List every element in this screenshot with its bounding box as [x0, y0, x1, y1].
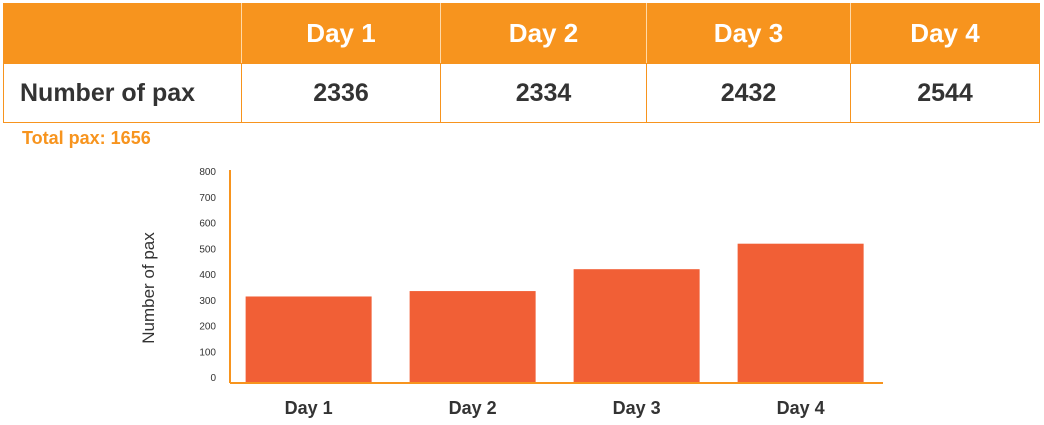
y-tick-label-100: 100	[199, 347, 216, 358]
pax-table: Day 1 Day 2 Day 3 Day 4 Number of pax 23…	[3, 3, 1040, 123]
y-tick-label-600: 600	[199, 219, 216, 230]
table-cell-day-1: 2336	[241, 63, 441, 123]
table-cell-day-3: 2432	[646, 63, 851, 123]
x-axis-labels: Day 1 Day 2 Day 3 Day 4	[285, 398, 825, 418]
table-row-label: Number of pax	[3, 63, 242, 123]
bars	[245, 243, 864, 383]
table-header-row: Day 1 Day 2 Day 3 Day 4	[3, 3, 1040, 64]
y-tick-label-300: 300	[199, 296, 216, 307]
y-tick-label-800: 800	[199, 167, 216, 178]
bar-day-2	[409, 291, 536, 383]
y-tick-label-400: 400	[199, 270, 216, 281]
y-tick-label-200: 200	[199, 322, 216, 333]
table-header-blank	[3, 3, 242, 64]
x-tick-label-day-3: Day 3	[613, 398, 661, 418]
bar-day-4	[737, 243, 864, 383]
y-axis-ticks: 0 100 200 300 400 500 600 700 800	[199, 167, 216, 384]
x-tick-label-day-4: Day 4	[777, 398, 825, 418]
table-cell-day-2: 2334	[440, 63, 647, 123]
total-pax-label: Total pax: 1656	[22, 128, 151, 148]
table-header-day-4: Day 4	[850, 3, 1040, 64]
y-tick-label-0: 0	[210, 373, 216, 384]
table-header-day-2: Day 2	[440, 3, 647, 64]
x-tick-label-day-1: Day 1	[285, 398, 333, 418]
bar-day-3	[573, 269, 700, 383]
y-tick-label-700: 700	[199, 193, 216, 204]
table-cell-day-4: 2544	[850, 63, 1040, 123]
x-tick-label-day-2: Day 2	[449, 398, 497, 418]
table-row: Number of pax 2336 2334 2432 2544	[3, 63, 1040, 123]
table-header-day-3: Day 3	[646, 3, 851, 64]
y-tick-label-500: 500	[199, 244, 216, 255]
y-axis-title: Number of pax	[139, 232, 158, 344]
bar-day-1	[245, 296, 372, 383]
